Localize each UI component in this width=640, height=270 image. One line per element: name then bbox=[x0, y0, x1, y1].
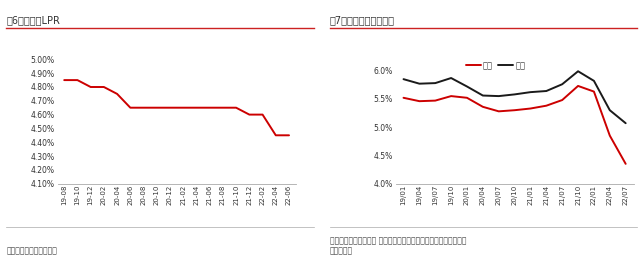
二套 bbox=[590, 79, 598, 82]
首套 bbox=[511, 109, 518, 112]
首套 bbox=[479, 105, 486, 109]
二套 bbox=[606, 109, 614, 112]
首套 bbox=[590, 90, 598, 93]
二套 bbox=[415, 82, 423, 85]
二套 bbox=[399, 77, 407, 81]
二套 bbox=[431, 82, 439, 85]
二套 bbox=[558, 83, 566, 86]
Text: 资料来源：贝壳研究院 注：统计方法问题，该利率水平往往低于人
民银行公告: 资料来源：贝壳研究院 注：统计方法问题，该利率水平往往低于人 民银行公告 bbox=[330, 237, 466, 256]
首套 bbox=[527, 107, 534, 110]
Text: 图6：五年期LPR: 图6：五年期LPR bbox=[6, 15, 60, 25]
二套 bbox=[527, 90, 534, 94]
二套 bbox=[543, 89, 550, 93]
首套 bbox=[622, 162, 630, 166]
Legend: 首套, 二套: 首套, 二套 bbox=[465, 61, 525, 70]
首套 bbox=[463, 96, 471, 99]
首套 bbox=[399, 96, 407, 99]
Line: 二套: 二套 bbox=[403, 71, 626, 123]
二套 bbox=[447, 76, 455, 80]
首套 bbox=[431, 99, 439, 102]
首套 bbox=[415, 100, 423, 103]
首套 bbox=[574, 84, 582, 87]
二套 bbox=[479, 94, 486, 97]
Line: 首套: 首套 bbox=[403, 86, 626, 164]
Text: 图7：百城主流按揭利率: 图7：百城主流按揭利率 bbox=[330, 15, 395, 25]
二套 bbox=[495, 94, 502, 98]
首套 bbox=[495, 110, 502, 113]
二套 bbox=[574, 70, 582, 73]
首套 bbox=[558, 99, 566, 102]
首套 bbox=[543, 104, 550, 107]
首套 bbox=[447, 94, 455, 98]
二套 bbox=[511, 93, 518, 96]
首套 bbox=[606, 134, 614, 137]
Text: 资料来源：中国人民银行: 资料来源：中国人民银行 bbox=[6, 247, 57, 256]
二套 bbox=[622, 122, 630, 125]
二套 bbox=[463, 85, 471, 88]
